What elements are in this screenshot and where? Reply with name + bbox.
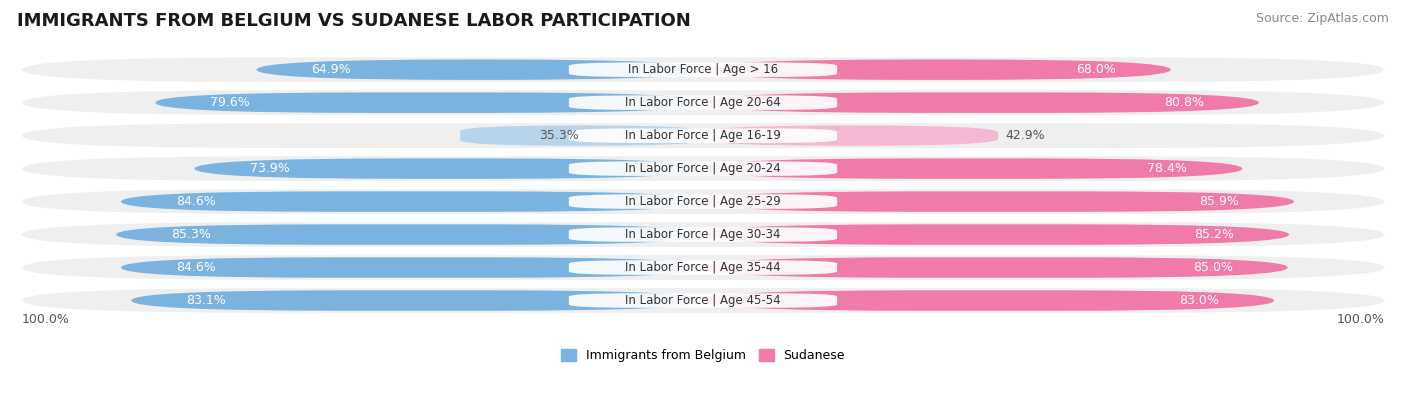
Text: In Labor Force | Age 25-29: In Labor Force | Age 25-29 xyxy=(626,195,780,208)
Text: In Labor Force | Age 30-34: In Labor Force | Age 30-34 xyxy=(626,228,780,241)
FancyBboxPatch shape xyxy=(703,224,1289,245)
Text: In Labor Force | Age 35-44: In Labor Force | Age 35-44 xyxy=(626,261,780,274)
FancyBboxPatch shape xyxy=(121,191,703,212)
FancyBboxPatch shape xyxy=(569,227,837,242)
FancyBboxPatch shape xyxy=(22,156,1384,181)
Text: 83.1%: 83.1% xyxy=(187,294,226,307)
Text: Source: ZipAtlas.com: Source: ZipAtlas.com xyxy=(1256,12,1389,25)
Text: In Labor Force | Age 20-24: In Labor Force | Age 20-24 xyxy=(626,162,780,175)
FancyBboxPatch shape xyxy=(22,57,1384,82)
FancyBboxPatch shape xyxy=(703,257,1288,278)
FancyBboxPatch shape xyxy=(569,128,837,143)
FancyBboxPatch shape xyxy=(703,158,1243,179)
FancyBboxPatch shape xyxy=(256,60,703,80)
Text: 100.0%: 100.0% xyxy=(22,313,70,326)
FancyBboxPatch shape xyxy=(703,92,1258,113)
FancyBboxPatch shape xyxy=(569,62,837,77)
FancyBboxPatch shape xyxy=(22,189,1384,214)
FancyBboxPatch shape xyxy=(22,123,1384,148)
FancyBboxPatch shape xyxy=(22,288,1384,313)
Text: 83.0%: 83.0% xyxy=(1180,294,1219,307)
FancyBboxPatch shape xyxy=(121,257,703,278)
FancyBboxPatch shape xyxy=(22,255,1384,280)
Text: 79.6%: 79.6% xyxy=(211,96,250,109)
FancyBboxPatch shape xyxy=(703,290,1274,311)
FancyBboxPatch shape xyxy=(460,126,703,146)
Text: 85.2%: 85.2% xyxy=(1194,228,1234,241)
Text: In Labor Force | Age 20-64: In Labor Force | Age 20-64 xyxy=(626,96,780,109)
Text: 80.8%: 80.8% xyxy=(1164,96,1204,109)
FancyBboxPatch shape xyxy=(569,293,837,308)
Text: 84.6%: 84.6% xyxy=(176,261,215,274)
Text: 78.4%: 78.4% xyxy=(1147,162,1187,175)
FancyBboxPatch shape xyxy=(703,126,998,146)
Text: 73.9%: 73.9% xyxy=(250,162,290,175)
FancyBboxPatch shape xyxy=(569,162,837,176)
Text: 100.0%: 100.0% xyxy=(1336,313,1384,326)
FancyBboxPatch shape xyxy=(131,290,703,311)
FancyBboxPatch shape xyxy=(569,260,837,275)
Text: 85.9%: 85.9% xyxy=(1199,195,1239,208)
Text: In Labor Force | Age 16-19: In Labor Force | Age 16-19 xyxy=(626,129,780,142)
Text: 68.0%: 68.0% xyxy=(1076,63,1116,76)
FancyBboxPatch shape xyxy=(22,222,1384,247)
Text: 64.9%: 64.9% xyxy=(312,63,352,76)
FancyBboxPatch shape xyxy=(569,96,837,110)
Text: 42.9%: 42.9% xyxy=(1005,129,1045,142)
FancyBboxPatch shape xyxy=(569,194,837,209)
Text: In Labor Force | Age 45-54: In Labor Force | Age 45-54 xyxy=(626,294,780,307)
FancyBboxPatch shape xyxy=(703,60,1171,80)
Text: 84.6%: 84.6% xyxy=(176,195,215,208)
Text: IMMIGRANTS FROM BELGIUM VS SUDANESE LABOR PARTICIPATION: IMMIGRANTS FROM BELGIUM VS SUDANESE LABO… xyxy=(17,12,690,30)
FancyBboxPatch shape xyxy=(194,158,703,179)
Legend: Immigrants from Belgium, Sudanese: Immigrants from Belgium, Sudanese xyxy=(555,344,851,367)
Text: In Labor Force | Age > 16: In Labor Force | Age > 16 xyxy=(628,63,778,76)
Text: 35.3%: 35.3% xyxy=(540,129,579,142)
FancyBboxPatch shape xyxy=(117,224,703,245)
Text: 85.3%: 85.3% xyxy=(172,228,211,241)
FancyBboxPatch shape xyxy=(703,191,1294,212)
Text: 85.0%: 85.0% xyxy=(1192,261,1233,274)
FancyBboxPatch shape xyxy=(155,92,703,113)
FancyBboxPatch shape xyxy=(22,90,1384,115)
